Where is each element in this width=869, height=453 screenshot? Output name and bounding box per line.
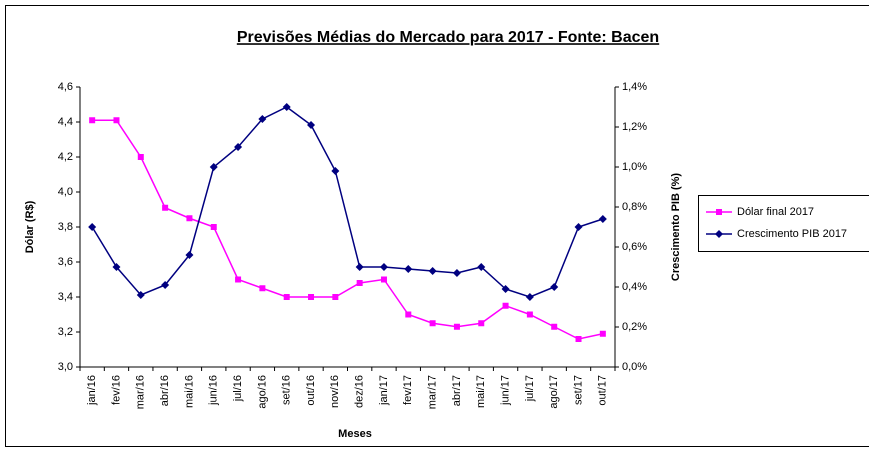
x-tick-label: mai/17: [475, 375, 487, 408]
y-tick-label: 4,0: [58, 186, 73, 198]
x-tick-label: set/17: [572, 375, 584, 405]
x-tick-label: fev/16: [110, 375, 122, 405]
x-tick-label: jan/17: [378, 375, 390, 406]
marker: [599, 330, 606, 337]
marker: [235, 276, 242, 283]
y-tick-label: 3,4: [58, 291, 73, 303]
marker: [185, 251, 194, 259]
y2-tick-label: 1,0%: [622, 161, 647, 173]
legend-label: Dólar final 2017: [737, 206, 814, 218]
x-tick-label: mar/17: [427, 375, 439, 409]
marker: [429, 320, 436, 327]
marker: [574, 223, 583, 231]
marker: [162, 204, 169, 211]
marker: [404, 265, 413, 273]
y2-axis-label: Crescimento PIB (%): [670, 173, 682, 282]
x-tick-label: abr/16: [159, 375, 171, 406]
marker: [525, 293, 534, 301]
y2-tick-label: 0,6%: [622, 241, 647, 253]
series-line: [91, 106, 604, 298]
marker: [112, 263, 121, 271]
marker: [405, 311, 412, 318]
y2-tick-label: 1,4%: [622, 81, 647, 93]
marker: [308, 294, 315, 300]
marker: [89, 117, 96, 124]
legend: [698, 195, 869, 252]
x-tick-label: dez/16: [354, 375, 366, 408]
y-tick-label: 3,8: [58, 221, 73, 233]
y2-tick-label: 0,0%: [622, 361, 647, 373]
marker: [331, 167, 340, 175]
marker: [428, 267, 437, 275]
marker: [113, 117, 120, 124]
y-tick-label: 3,0: [58, 361, 73, 373]
y2-tick-label: 0,2%: [622, 321, 647, 333]
x-tick-label: jul/17: [524, 375, 536, 402]
marker: [136, 291, 145, 299]
legend-label: Crescimento PIB 2017: [737, 228, 847, 240]
series-line: [92, 119, 603, 340]
marker: [501, 285, 510, 293]
y-tick-label: 3,6: [58, 256, 73, 268]
marker: [550, 283, 559, 291]
marker: [332, 294, 339, 300]
x-tick-label: mai/16: [183, 375, 195, 408]
marker: [186, 215, 193, 222]
x-tick-label: abr/17: [451, 375, 463, 406]
legend-marker: [716, 209, 722, 215]
marker: [477, 263, 486, 271]
marker: [210, 224, 217, 230]
x-tick-label: jan/16: [86, 375, 98, 406]
marker: [355, 263, 364, 271]
x-tick-label: set/16: [281, 375, 293, 405]
marker: [453, 323, 460, 330]
x-tick-label: out/16: [305, 375, 317, 406]
x-tick-label: jul/16: [232, 375, 244, 402]
marker: [161, 281, 170, 289]
marker: [526, 311, 533, 318]
y-axis-label: Dólar (R$): [24, 200, 36, 253]
marker: [209, 163, 218, 171]
legend-marker: [715, 230, 723, 238]
marker: [259, 285, 266, 292]
y-tick-label: 3,2: [58, 326, 73, 338]
y2-tick-label: 0,4%: [622, 281, 647, 293]
marker: [598, 215, 607, 223]
marker: [575, 336, 582, 342]
x-tick-label: jun/16: [208, 375, 220, 406]
y-tick-label: 4,2: [58, 151, 73, 163]
marker: [452, 269, 461, 277]
y-tick-label: 4,4: [58, 116, 73, 128]
x-tick-label: ago/17: [548, 375, 560, 409]
marker: [356, 280, 363, 286]
x-tick-label: out/17: [597, 375, 609, 406]
x-tick-label: nov/16: [329, 375, 341, 408]
y2-tick-label: 0,8%: [622, 201, 647, 213]
marker: [88, 223, 97, 231]
x-tick-label: jun/17: [499, 375, 511, 406]
chart-title: Previsões Médias do Mercado para 2017 - …: [237, 29, 659, 46]
y-tick-label: 4,6: [58, 81, 73, 93]
marker: [258, 115, 267, 123]
marker: [137, 154, 144, 160]
marker: [283, 294, 290, 300]
marker: [551, 323, 558, 330]
marker: [478, 320, 485, 327]
x-axis-label: Meses: [338, 428, 372, 440]
marker: [502, 302, 509, 309]
y2-tick-label: 1,2%: [622, 121, 647, 133]
marker: [234, 143, 243, 151]
x-tick-label: mar/16: [135, 375, 147, 409]
marker: [282, 103, 291, 111]
marker: [307, 121, 316, 129]
marker: [379, 263, 388, 271]
marker: [380, 276, 387, 283]
x-tick-label: ago/16: [256, 375, 268, 409]
x-tick-label: fev/17: [402, 375, 414, 405]
